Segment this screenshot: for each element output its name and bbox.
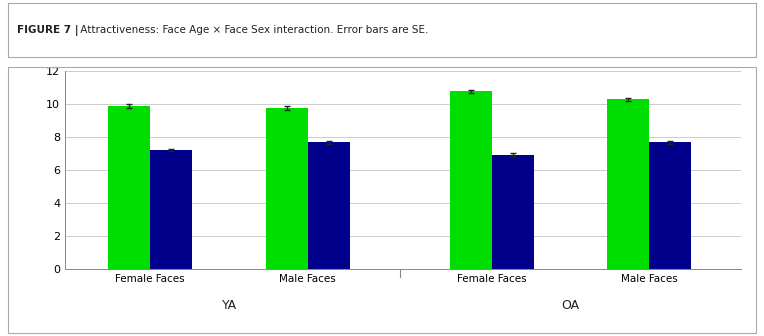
Bar bbox=[108, 106, 151, 269]
Text: FIGURE 7 |: FIGURE 7 | bbox=[17, 25, 78, 36]
Text: Attractiveness: Face Age × Face Sex interaction. Error bars are SE.: Attractiveness: Face Age × Face Sex inte… bbox=[76, 25, 428, 35]
Bar bbox=[266, 108, 308, 269]
Text: YA: YA bbox=[222, 298, 237, 311]
Bar bbox=[450, 91, 491, 269]
Bar bbox=[308, 142, 350, 269]
Bar bbox=[151, 150, 193, 269]
Bar bbox=[491, 155, 533, 269]
Bar bbox=[649, 142, 691, 269]
Bar bbox=[607, 99, 649, 269]
Text: OA: OA bbox=[562, 298, 579, 311]
